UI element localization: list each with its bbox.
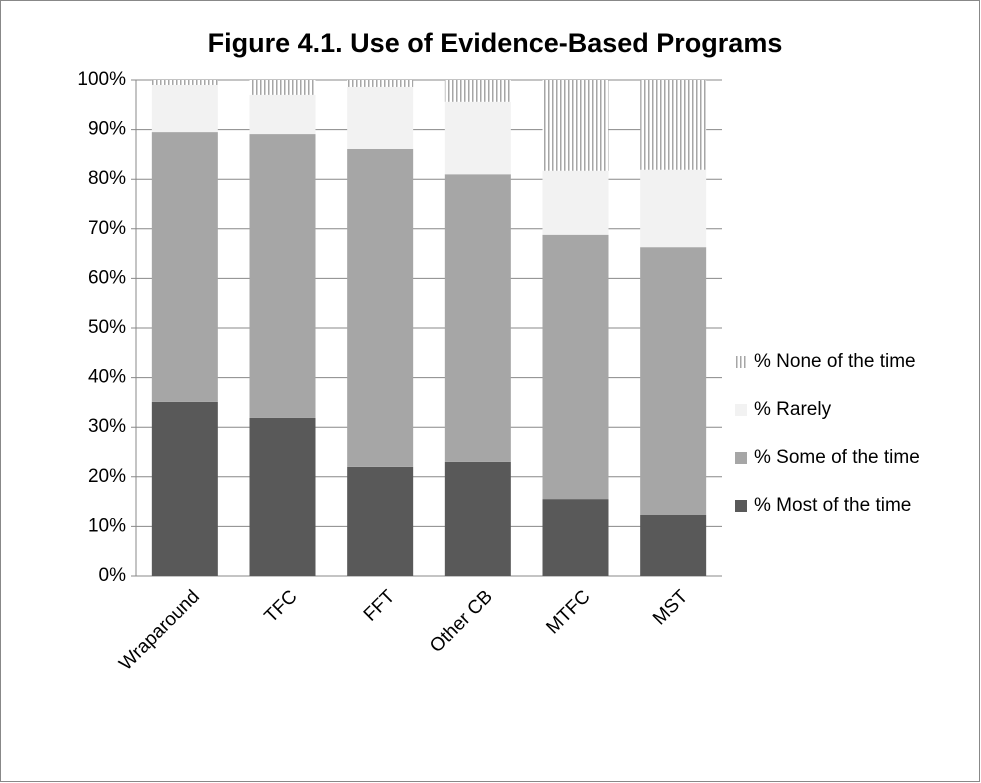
y-tick-label: 80% xyxy=(88,168,126,189)
legend-swatch xyxy=(735,404,747,416)
bar-segment xyxy=(542,499,609,576)
bar-segment xyxy=(347,148,414,467)
legend-swatch xyxy=(735,356,747,368)
legend-label: % Rarely xyxy=(754,399,832,420)
bar-segment xyxy=(249,417,316,576)
bar-segment xyxy=(444,174,511,462)
bar-segment xyxy=(151,84,218,133)
bar-segment xyxy=(542,170,609,235)
bar-segment xyxy=(347,466,414,576)
bar-segment xyxy=(640,514,707,576)
legend-swatch xyxy=(735,452,747,464)
bar-segment xyxy=(444,461,511,576)
bar-segment xyxy=(640,247,707,515)
bar-segment xyxy=(347,80,414,87)
chart-title: Figure 4.1. Use of Evidence-Based Progra… xyxy=(208,28,783,58)
legend-label: % None of the time xyxy=(754,351,916,372)
y-tick-label: 90% xyxy=(88,119,126,140)
y-tick-label: 20% xyxy=(88,466,126,487)
legend-label: % Most of the time xyxy=(754,495,911,516)
y-tick-label: 60% xyxy=(88,267,126,288)
y-tick-label: 50% xyxy=(88,317,126,338)
y-tick-label: 10% xyxy=(88,515,126,536)
bar-segment xyxy=(151,80,218,85)
bar-segment xyxy=(249,80,316,95)
bar-segment xyxy=(542,80,609,171)
bar-segment xyxy=(249,134,316,418)
bar-segment xyxy=(444,101,511,175)
bar-segment xyxy=(347,86,414,149)
bar-segment xyxy=(151,401,218,576)
bar-segment xyxy=(151,132,218,402)
legend-swatch xyxy=(735,500,747,512)
bar-segment xyxy=(640,169,707,248)
bar-segment xyxy=(640,80,707,170)
y-tick-label: 30% xyxy=(88,416,126,437)
y-tick-label: 70% xyxy=(88,218,126,239)
legend-label: % Some of the time xyxy=(754,447,920,468)
bar-segment xyxy=(444,80,511,102)
bar-segment xyxy=(249,94,316,135)
bar-segment xyxy=(542,234,609,500)
y-tick-label: 40% xyxy=(88,367,126,388)
y-tick-label: 0% xyxy=(99,565,127,586)
y-tick-label: 100% xyxy=(77,69,126,90)
